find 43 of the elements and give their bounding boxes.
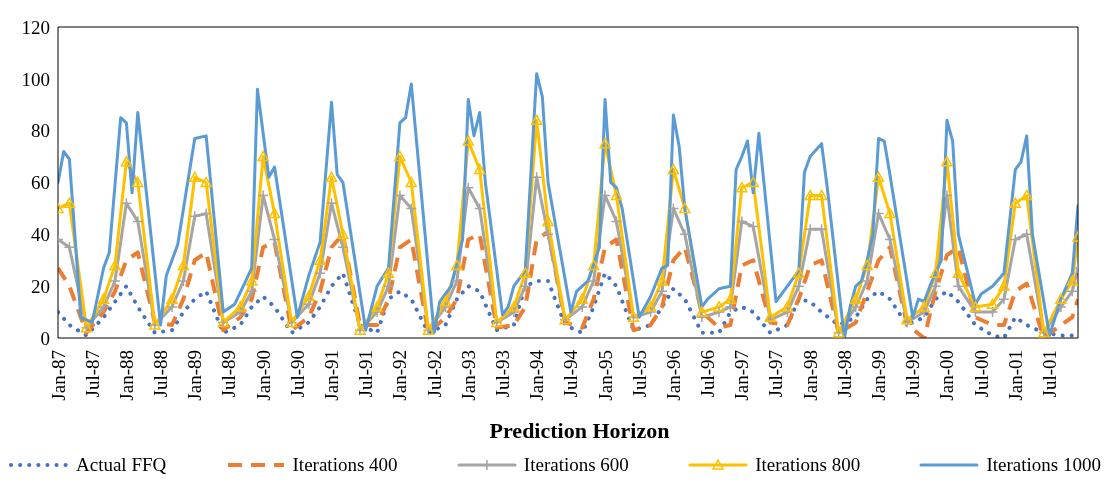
- x-tick-label: Jul-90: [286, 350, 308, 398]
- x-tick-label: Jan-90: [252, 350, 274, 401]
- x-tick-label: Jan-99: [868, 350, 890, 401]
- x-tick-label: Jan-96: [662, 350, 684, 401]
- x-axis-title: Prediction Horizon: [488, 418, 671, 444]
- x-tick-label: Jan-92: [389, 350, 411, 401]
- legend-label: Actual FFQ: [76, 454, 167, 476]
- x-tick-label: Jan-87: [47, 350, 69, 401]
- y-tick-label: 60: [31, 172, 50, 194]
- y-tick-label: 0: [40, 327, 50, 349]
- x-tick-label: Jan-89: [184, 350, 206, 401]
- x-tick-label: Jan-95: [594, 350, 616, 401]
- x-tick-label: Jan-94: [526, 349, 548, 401]
- y-tick-label: 100: [21, 68, 50, 90]
- x-tick-label: Jul-89: [218, 350, 240, 398]
- x-tick-label: Jan-93: [457, 350, 479, 401]
- legend-label: Iterations 800: [755, 454, 861, 476]
- x-tick-label: Jul-98: [833, 350, 855, 398]
- x-tick-label: Jul-97: [765, 350, 787, 398]
- x-tick-label: Jul-99: [902, 350, 924, 398]
- x-tick-label: Jul-87: [81, 350, 103, 398]
- x-tick-label: Jul-95: [628, 350, 650, 398]
- y-tick-label: 80: [31, 120, 50, 142]
- x-tick-label: Jul-92: [423, 350, 445, 398]
- y-tick-label: 20: [31, 275, 50, 297]
- y-tick-label: 40: [31, 224, 50, 246]
- x-tick-label: Jul-01: [1039, 350, 1061, 398]
- x-tick-label: Jul-00: [970, 350, 992, 398]
- x-tick-label: Jan-97: [731, 350, 753, 401]
- y-tick-label: 120: [21, 16, 50, 38]
- x-tick-label: Jul-94: [560, 349, 582, 398]
- x-tick-label: Jan-88: [115, 350, 137, 401]
- x-tick-label: Jan-01: [1004, 350, 1026, 401]
- legend-label: Iterations 400: [292, 454, 398, 476]
- x-tick-label: Jul-88: [150, 350, 172, 398]
- x-tick-label: Jan-00: [936, 350, 958, 401]
- x-tick-label: Jan-98: [799, 350, 821, 401]
- x-tick-label: Jul-91: [355, 350, 377, 398]
- x-tick-label: Jan-91: [321, 350, 343, 401]
- legend-label: Iterations 1000: [986, 454, 1101, 476]
- x-tick-label: Jul-93: [491, 350, 513, 398]
- legend-label: Iterations 600: [523, 454, 629, 476]
- x-tick-label: Jul-96: [697, 350, 719, 398]
